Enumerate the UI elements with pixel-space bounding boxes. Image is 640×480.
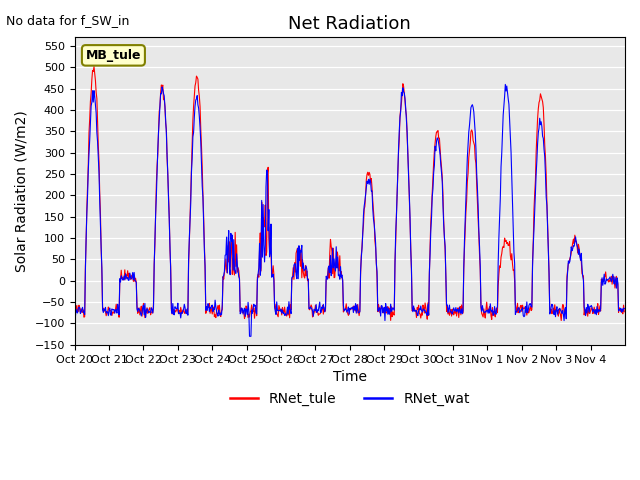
RNet_tule xyxy=(285,302,292,308)
RNet_tule xyxy=(136,312,144,318)
RNet_wat xyxy=(502,82,509,87)
RNet_tule xyxy=(557,318,565,324)
Y-axis label: Solar Radiation (W/m2): Solar Radiation (W/m2) xyxy=(15,110,29,272)
Title: Net Radiation: Net Radiation xyxy=(289,15,412,33)
RNet_tule xyxy=(407,243,415,249)
RNet_tule xyxy=(438,165,445,170)
RNet_wat xyxy=(285,299,292,304)
RNet_wat xyxy=(407,247,415,253)
RNet_wat xyxy=(620,306,628,312)
RNet_wat xyxy=(264,228,272,234)
RNet_wat xyxy=(236,311,244,317)
RNet_tule xyxy=(90,64,98,70)
X-axis label: Time: Time xyxy=(333,370,367,384)
Line: RNet_wat: RNet_wat xyxy=(75,84,624,336)
Line: RNet_tule: RNet_tule xyxy=(75,67,624,321)
RNet_tule xyxy=(71,306,79,312)
RNet_tule xyxy=(237,306,244,312)
RNet_wat xyxy=(71,307,79,312)
RNet_tule xyxy=(620,309,628,315)
Legend: RNet_tule, RNet_wat: RNet_tule, RNet_wat xyxy=(225,386,476,412)
Text: No data for f_SW_in: No data for f_SW_in xyxy=(6,14,130,27)
RNet_tule xyxy=(264,165,272,170)
RNet_wat xyxy=(438,170,445,176)
RNet_wat xyxy=(246,334,253,339)
Text: MB_tule: MB_tule xyxy=(86,49,141,62)
RNet_wat xyxy=(135,306,143,312)
